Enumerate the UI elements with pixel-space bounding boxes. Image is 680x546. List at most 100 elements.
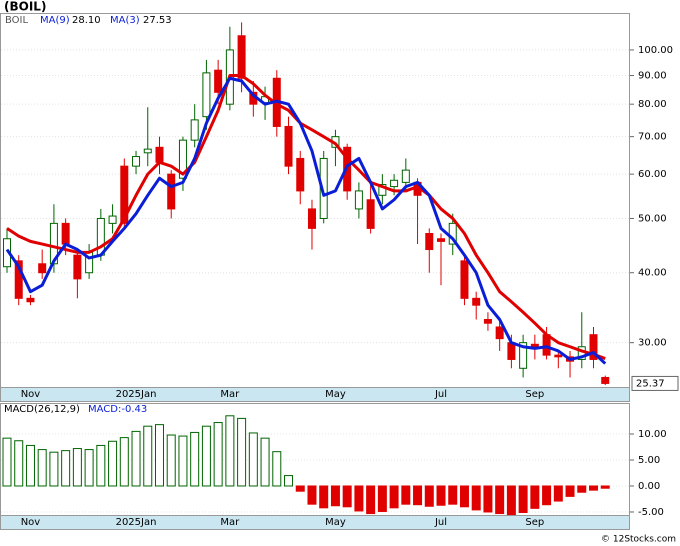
candle-body [108, 215, 117, 224]
macd-bar [49, 451, 59, 487]
macd-bar [96, 444, 106, 487]
macd-bar [483, 485, 493, 513]
x-tick-label: Nov [21, 389, 41, 400]
macd-bar [2, 437, 12, 487]
candle-body [284, 125, 293, 167]
candle-body [202, 72, 211, 118]
legend-entry: MA(9) [40, 15, 70, 26]
candle-body [354, 190, 363, 210]
candle-body [237, 35, 246, 79]
macd-bar [389, 485, 399, 509]
macd-bar [213, 422, 223, 487]
candle-body [38, 263, 47, 274]
x-tick-label: Nov [21, 517, 41, 528]
macd-bar [542, 485, 552, 506]
candle-body [167, 173, 176, 210]
candle-body [507, 342, 516, 360]
x-tick-label: Sep [525, 517, 544, 528]
macd-bar [413, 485, 423, 506]
macd-value: MACD:-0.43 [88, 404, 147, 415]
macd-bar [260, 437, 270, 487]
macd-bar [518, 485, 528, 514]
candle-body [425, 233, 434, 251]
macd-bar [577, 485, 587, 493]
macd-bar [589, 485, 598, 491]
chart-title: (BOIL) [4, 0, 46, 14]
macd-bar [284, 475, 294, 487]
y-tick-label: 50.00 [638, 213, 667, 224]
y-tick-label: 40.00 [638, 268, 667, 279]
candle-body [155, 146, 164, 163]
candle-body [319, 157, 328, 219]
macd-bar [190, 431, 200, 487]
candle-body [601, 376, 610, 384]
macd-bar [448, 485, 458, 505]
macd-bar [506, 485, 516, 516]
candle-body [296, 157, 305, 192]
candle-body [495, 326, 504, 340]
macd-bar [319, 485, 329, 509]
candle-body [61, 222, 70, 245]
x-tick-label: 2025Jan [116, 389, 157, 400]
y-tick-label: 70.00 [638, 132, 667, 143]
y-tick-label: 10.00 [638, 429, 667, 440]
y-tick-label: 30.00 [638, 338, 667, 349]
x-tick-label: 2025Jan [116, 517, 157, 528]
macd-bar [225, 415, 235, 487]
x-tick-label: Mar [220, 389, 240, 400]
legend-value: 27.53 [143, 15, 172, 26]
candle-body [132, 156, 141, 167]
candle-body [437, 238, 446, 242]
y-tick-label: -5.00 [638, 507, 664, 518]
macd-bar [565, 485, 575, 497]
candle-body [460, 260, 469, 299]
macd-title: MACD(26,12,9) [4, 404, 80, 415]
macd-bar [354, 485, 364, 512]
x-tick-label: May [325, 389, 346, 400]
candle-body [401, 169, 410, 183]
macd-bar [166, 434, 176, 487]
candle-body [519, 342, 528, 369]
candle-body [472, 297, 481, 306]
candle-body [14, 260, 23, 299]
legend-value: 28.10 [72, 15, 101, 26]
x-axis-band [0, 515, 630, 530]
candle-body [96, 217, 105, 256]
macd-bar [25, 444, 35, 487]
macd-bar [201, 425, 211, 487]
macd-bar [295, 485, 305, 492]
candle-body [214, 69, 223, 93]
candle-body [120, 165, 129, 224]
macd-bar [237, 417, 247, 487]
candle-body [589, 334, 598, 360]
macd-bar [248, 432, 258, 487]
macd-bar [401, 485, 411, 505]
x-axis-band [0, 387, 630, 402]
macd-bar [131, 430, 141, 487]
x-tick-label: Jul [434, 389, 447, 400]
macd-bar [553, 485, 563, 502]
ma-line [6, 74, 606, 360]
last-price-box [631, 375, 679, 391]
candle-body [26, 297, 35, 303]
x-tick-label: May [325, 517, 346, 528]
macd-bar [178, 435, 188, 487]
macd-bar [342, 485, 352, 508]
macd-bar [14, 440, 24, 487]
macd-bar [307, 485, 317, 505]
macd-bar [272, 451, 282, 487]
candle-body [378, 183, 387, 196]
macd-bar [436, 485, 446, 506]
macd-bar [37, 449, 47, 487]
macd-bar [108, 440, 118, 487]
price-panel [0, 13, 630, 388]
footer: © 12Stocks.com [601, 535, 676, 545]
y-tick-label: 100.00 [638, 45, 673, 56]
macd-bar [495, 485, 505, 515]
macd-bar [72, 448, 82, 487]
candle-body [73, 254, 82, 280]
x-tick-label: Jul [434, 517, 447, 528]
last-price-label: 25.37 [636, 378, 665, 389]
candle-body [483, 318, 492, 324]
